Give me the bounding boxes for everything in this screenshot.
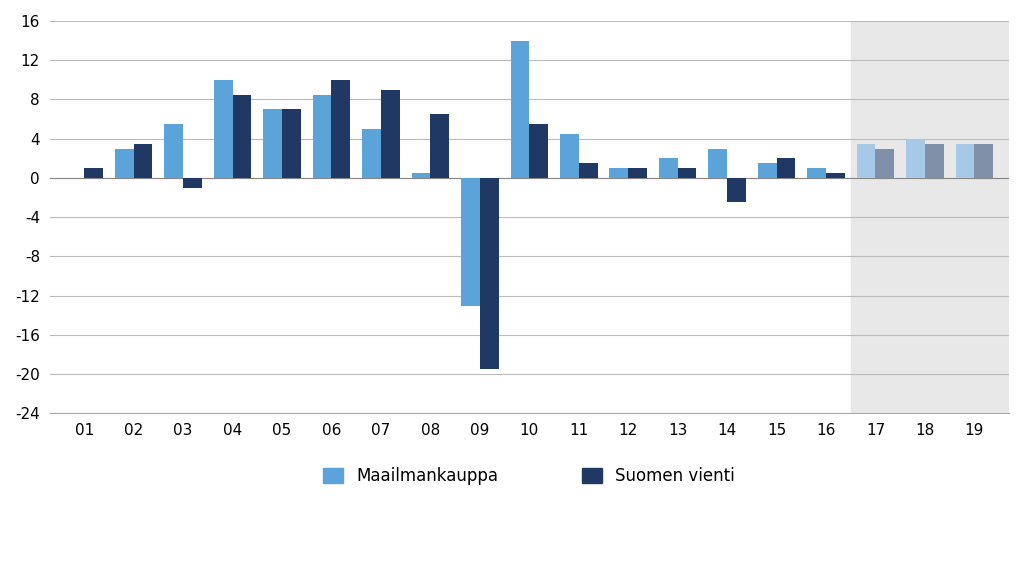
Bar bbox=[758, 163, 776, 178]
Bar bbox=[183, 178, 202, 188]
Bar bbox=[776, 158, 796, 178]
Bar bbox=[709, 148, 727, 178]
Bar bbox=[412, 173, 430, 178]
Bar bbox=[678, 168, 696, 178]
Bar bbox=[430, 114, 450, 178]
Bar bbox=[461, 178, 480, 305]
Bar bbox=[134, 144, 153, 178]
Bar bbox=[214, 80, 232, 178]
Bar bbox=[975, 144, 993, 178]
Bar bbox=[282, 109, 301, 178]
Bar bbox=[560, 134, 579, 178]
Bar bbox=[84, 168, 103, 178]
Bar bbox=[529, 124, 548, 178]
Bar bbox=[362, 129, 381, 178]
Legend: Maailmankauppa, Suomen vienti: Maailmankauppa, Suomen vienti bbox=[316, 460, 741, 492]
Bar bbox=[658, 158, 678, 178]
Bar bbox=[876, 148, 894, 178]
Bar bbox=[727, 178, 745, 202]
Bar bbox=[312, 94, 332, 178]
Bar bbox=[164, 124, 183, 178]
Bar bbox=[925, 144, 944, 178]
Bar bbox=[906, 139, 925, 178]
Bar bbox=[857, 144, 876, 178]
Bar bbox=[232, 94, 251, 178]
Bar bbox=[955, 144, 975, 178]
Bar bbox=[807, 168, 826, 178]
Bar bbox=[115, 148, 134, 178]
Bar bbox=[263, 109, 282, 178]
Bar bbox=[480, 178, 499, 369]
Bar bbox=[511, 41, 529, 178]
Bar bbox=[609, 168, 628, 178]
Bar bbox=[579, 163, 598, 178]
Bar bbox=[851, 21, 1009, 413]
Bar bbox=[381, 90, 399, 178]
Bar bbox=[628, 168, 647, 178]
Bar bbox=[826, 173, 845, 178]
Bar bbox=[332, 80, 350, 178]
